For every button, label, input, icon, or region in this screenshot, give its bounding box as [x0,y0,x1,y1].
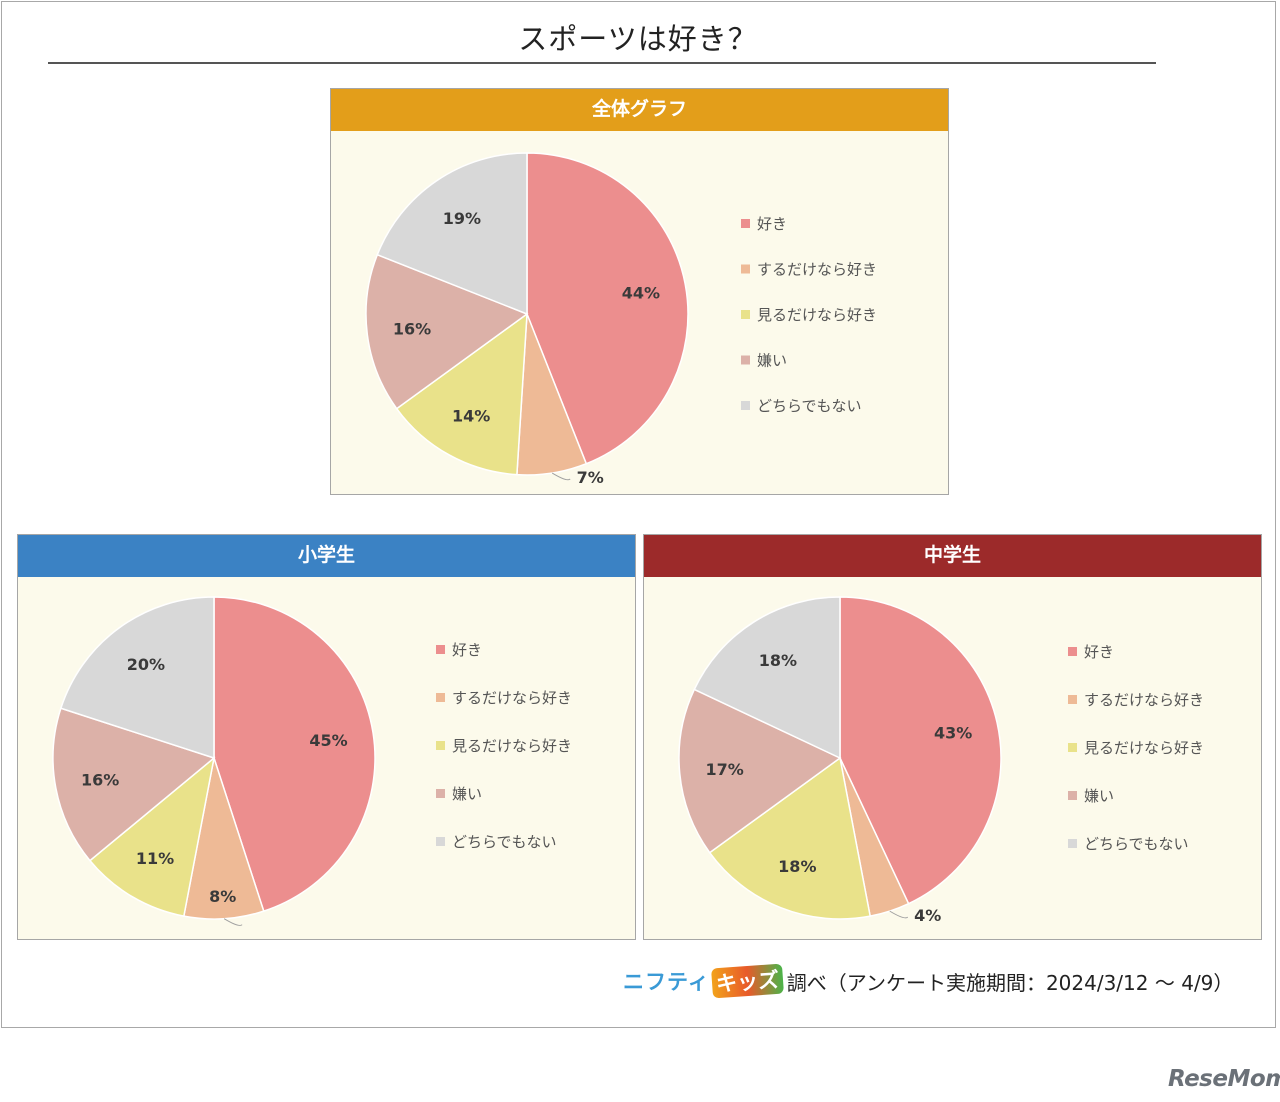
junior-data-label-4: 17% [705,760,743,779]
elementary-legend-swatch-1 [436,645,445,654]
overall-pie-chart: 44% 7% 14% 16% 19% 好きするだけなら好き見るだけなら好き嫌いどちらでもな… [365,152,877,487]
overall-data-label-3: 14% [452,407,490,426]
elementary-slice-1 [213,596,376,913]
overall-legend-label-4: 嫌い [757,352,787,370]
kids-logo-text: キッズ [710,963,784,999]
elementary-slice-5 [59,596,215,760]
overall-data-label-4: 16% [393,320,431,339]
overall-chart-header: 全体グラフ [331,89,948,131]
elementary-legend-swatch-3 [436,741,445,750]
main-title: スポーツは好き？ [518,22,758,56]
overall-legend-label-1: 好き [757,215,787,233]
elementary-legend-swatch-5 [436,837,445,846]
elementary-chart-header: 小学生 [18,535,635,577]
junior-legend-swatch-2 [1068,695,1077,704]
elementary-pie-chart: 45% 8% 11% 16% 20% 好きするだけなら好き見るだけなら好き嫌いどちらでもな… [52,596,572,926]
elementary-legend-label-3: 見るだけなら好き [452,737,572,755]
overall-legend-label-5: どちらでもない [757,397,862,415]
overall-slice-3 [395,312,528,476]
overall-legend-swatch-1 [741,219,750,228]
junior-data-label-2: 4% [914,906,941,925]
junior-chart-panel: 中学生 43% 4% 18% 17% 18% 好きするだけなら好き 見るだけなら好き 嫌いどち… [643,534,1262,940]
overall-slice-5 [376,152,528,316]
elementary-slice-3 [88,756,216,918]
junior-pie-chart: 43% 4% 18% 17% 18% 好きするだけなら好き見るだけなら好き嫌いどちらでもな… [678,596,1204,925]
junior-legend-label-5: どちらでもない [1084,835,1189,853]
junior-legend-swatch-5 [1068,839,1077,848]
overall-data-label-5: 19% [443,209,481,228]
overall-legend-swatch-2 [741,264,750,274]
elementary-data-label-5: 20% [127,655,165,674]
elementary-legend-label-2: するだけなら好き [452,689,572,707]
elementary-leader-line-2 [223,918,243,926]
elementary-data-label-2: 8% [209,887,236,906]
junior-legend-label-1: 好き [1084,643,1114,661]
elementary-legend-label-4: 嫌い [452,785,482,803]
elementary-slice-4 [52,707,216,862]
overall-legend-label-3: 見るだけなら好き [757,306,877,324]
overall-legend-label-2: するだけなら好き [757,261,877,279]
overall-legend-swatch-4 [741,355,750,365]
overall-legend-swatch-5 [741,401,750,410]
nifty-logo-text: ニフティ [623,970,710,994]
elementary-data-label-4: 16% [81,771,119,790]
overall-slice-4 [365,253,529,410]
elementary-legend-label-1: 好き [452,641,482,659]
junior-legend-swatch-1 [1068,647,1077,656]
chart-frame [1,1,1276,1028]
resemom-watermark: ReseMom [1168,1066,1280,1092]
elementary-legend-swatch-2 [436,693,445,702]
junior-data-label-5: 18% [759,651,797,670]
junior-slice-5 [693,596,841,760]
overall-legend-swatch-3 [741,310,750,319]
overall-data-label-2: 7% [577,468,604,487]
elementary-data-label-1: 45% [309,731,347,750]
junior-legend-swatch-3 [1068,743,1077,752]
junior-chart-header: 中学生 [644,535,1261,577]
junior-slice-1 [839,596,1002,905]
source-footer: ニフティ キッズ 調べ（アンケート実施期間：2024/3/12 ～ 4/9） [623,963,1234,999]
junior-data-label-1: 43% [934,724,972,743]
overall-data-label-1: 44% [622,283,660,302]
elementary-legend-label-5: どちらでもない [452,833,557,851]
elementary-chart-panel: 小学生 45% 8% 11% 16% 20% 好きするだけなら好き 見るだけなら好き 嫌いどち… [17,534,636,940]
junior-slice-3 [708,756,872,920]
junior-legend-label-2: するだけなら好き [1084,691,1204,709]
elementary-data-label-3: 11% [136,849,174,868]
overall-leader-line-2 [551,472,571,481]
overall-chart-panel: 全体グラフ 44% 7% 14% 16% 19% 好きするだけなら好き 見るだけなら好き 嫌い… [330,88,949,495]
junior-leader-line-2 [889,910,909,919]
junior-data-label-3: 18% [778,857,816,876]
junior-legend-swatch-4 [1068,791,1077,800]
elementary-legend-swatch-4 [436,789,445,798]
junior-slice-4 [678,688,842,854]
title-divider [48,62,1156,64]
overall-slice-1 [526,152,689,465]
junior-legend-label-4: 嫌い [1084,787,1114,805]
source-text: 調べ（アンケート実施期間：2024/3/12 ～ 4/9） [786,970,1234,995]
junior-legend-label-3: 見るだけなら好き [1084,739,1204,757]
